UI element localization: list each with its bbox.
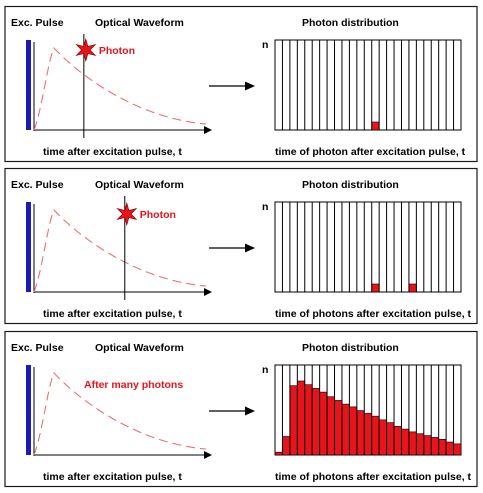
time-axis-arrowhead xyxy=(204,288,212,296)
histogram-bar xyxy=(416,433,425,456)
distribution-title: Photon distribution xyxy=(302,342,399,354)
histogram-frame xyxy=(274,39,462,131)
optical-waveform xyxy=(33,209,207,293)
n-axis-label: n xyxy=(262,201,268,213)
histogram-bar xyxy=(453,443,462,456)
excitation-bar xyxy=(26,365,31,455)
histogram-bar xyxy=(326,396,335,456)
histogram-bar xyxy=(349,406,358,456)
histogram-bar xyxy=(408,283,417,293)
histogram-bar xyxy=(393,426,402,456)
panel-1: Exc. Pulse Optical Waveform Photon distrib… xyxy=(4,5,478,163)
distribution-axis-label: time of photons after excitation pulse, … xyxy=(275,471,472,483)
time-axis-arrowhead xyxy=(204,126,212,134)
histogram-bar xyxy=(304,384,313,456)
histogram-bar xyxy=(401,428,410,456)
distribution-title: Photon distribution xyxy=(302,17,399,29)
exc-pulse-label: Exc. Pulse xyxy=(11,17,64,29)
waveform-title: Optical Waveform xyxy=(95,17,184,29)
n-axis-label: n xyxy=(262,39,268,51)
histogram-bar xyxy=(282,436,291,456)
exc-pulse-label: Exc. Pulse xyxy=(11,179,64,191)
histogram-bar xyxy=(423,435,432,456)
histogram-bar xyxy=(408,431,417,456)
star-icon xyxy=(116,201,138,227)
photon-label: Photon xyxy=(99,45,135,57)
optical-waveform xyxy=(33,47,207,131)
optical-waveform xyxy=(33,372,207,456)
histogram-bar xyxy=(430,437,439,456)
panel-3: Exc. Pulse Optical Waveform Photon distrib… xyxy=(4,330,478,488)
histogram-frame xyxy=(274,201,462,293)
histogram-bar xyxy=(438,438,447,456)
histogram-bar xyxy=(319,391,328,456)
histogram-bar xyxy=(386,422,395,456)
time-axis-arrowhead xyxy=(204,451,212,459)
histogram-bar xyxy=(445,441,454,456)
time-axis-label: time after excitation pulse, t xyxy=(43,471,182,483)
histogram-bar xyxy=(341,403,350,456)
histogram-bar xyxy=(371,121,380,131)
exc-pulse-label: Exc. Pulse xyxy=(11,342,64,354)
n-axis-label: n xyxy=(262,364,268,376)
photon-label: Photon xyxy=(140,209,176,221)
distribution-axis-label: time of photons after excitation pulse, … xyxy=(275,308,472,320)
waveform-title: Optical Waveform xyxy=(95,342,184,354)
photon-label: After many photons xyxy=(84,379,183,391)
histogram-bar xyxy=(371,283,380,293)
histogram-bar xyxy=(363,413,373,456)
histogram-bar xyxy=(289,385,298,456)
excitation-bar xyxy=(26,202,31,292)
excitation-bar xyxy=(26,40,31,130)
waveform-title: Optical Waveform xyxy=(95,179,184,191)
histogram-bar xyxy=(311,388,320,456)
histogram-bar xyxy=(371,415,380,456)
histogram-bar xyxy=(356,410,365,456)
right-arrow-head xyxy=(245,406,255,416)
histogram-bar xyxy=(274,451,283,456)
star-icon xyxy=(75,37,97,63)
panel-2: Exc. Pulse Optical Waveform Photon distrib… xyxy=(4,167,478,325)
distribution-axis-label: time of photon after excitation pulse, t xyxy=(275,146,466,158)
histogram-bar xyxy=(297,380,306,456)
histogram-bar xyxy=(334,400,343,456)
distribution-title: Photon distribution xyxy=(302,179,399,191)
time-axis-label: time after excitation pulse, t xyxy=(43,146,182,158)
right-arrow-head xyxy=(245,81,255,91)
right-arrow-head xyxy=(245,243,255,253)
time-axis-label: time after excitation pulse, t xyxy=(43,308,182,320)
histogram-bar xyxy=(378,419,387,456)
